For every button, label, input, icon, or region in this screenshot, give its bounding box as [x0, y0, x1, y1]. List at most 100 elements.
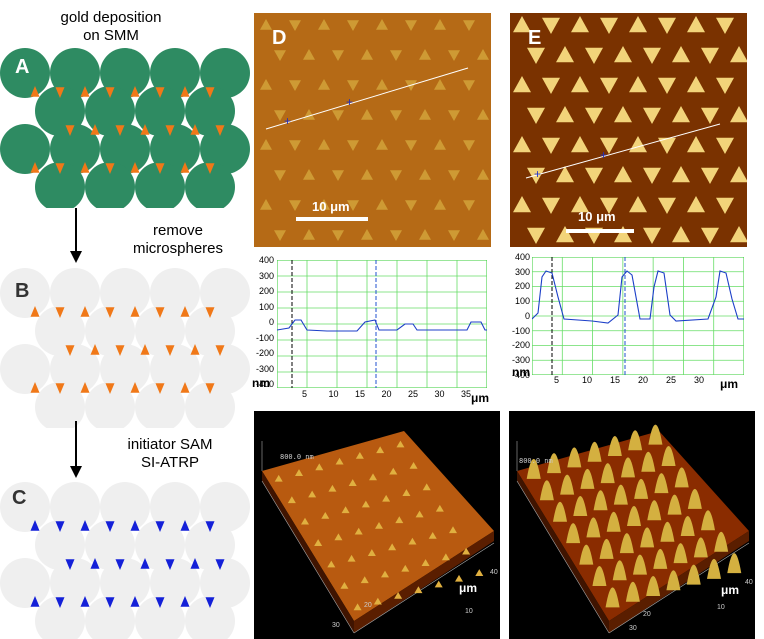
- afm-feature: [556, 166, 574, 183]
- 3d-d-feature: [409, 462, 418, 469]
- afm-feature: [376, 79, 388, 90]
- 3d-d-feature: [395, 516, 404, 524]
- afm-feature: [542, 77, 560, 94]
- afm-feature: [556, 226, 574, 243]
- 3d-e-peak: [613, 484, 628, 505]
- afm-feature: [274, 230, 286, 241]
- c-tip: [215, 559, 225, 570]
- 3d-d-feature: [321, 512, 330, 519]
- 3d-e-peak: [607, 436, 622, 456]
- b-sphere: [135, 306, 185, 356]
- profile-e-ytick: -100: [511, 325, 530, 336]
- a-tip: [80, 86, 90, 97]
- a-sphere: [50, 48, 100, 98]
- b-tip: [30, 382, 40, 393]
- profile-e-ytick: 100: [514, 296, 530, 307]
- afm-feature: [687, 16, 705, 33]
- profile-e-ylabel: nm: [512, 365, 530, 379]
- 3d-d-feature: [348, 479, 357, 486]
- profile-d-xtick: 25: [408, 389, 419, 399]
- 3d-e-peak: [586, 517, 601, 538]
- scalebar-d-label: 10 μm: [312, 199, 350, 214]
- afm-feature: [585, 47, 603, 64]
- 3d-e-peak: [573, 496, 588, 516]
- afm-feature: [376, 199, 388, 210]
- b-sphere: [85, 306, 135, 356]
- c-tip: [55, 597, 65, 608]
- afm-feature: [361, 49, 373, 60]
- afm-feature: [716, 137, 734, 154]
- afm-feature: [434, 199, 446, 210]
- c-sphere: [150, 482, 200, 532]
- afm-feature: [405, 200, 417, 211]
- profile-d-ytick: 300: [258, 270, 274, 281]
- profile-e-xtick: 20: [638, 375, 649, 385]
- afm-3d-view-d-canvas: [261, 431, 495, 634]
- afm-feature: [513, 136, 531, 153]
- schematic-a-gold-deposition: [0, 48, 250, 208]
- 3d-e-peak: [580, 468, 595, 489]
- 3d-e-zlabel: 800.0 nm: [519, 457, 553, 465]
- 3d-d-feature: [389, 467, 398, 475]
- afm-feature: [672, 166, 690, 183]
- b-tip: [205, 307, 215, 318]
- 3d-d-feature: [334, 533, 343, 541]
- a-tip: [205, 87, 215, 98]
- afm-feature: [513, 196, 531, 213]
- c-sphere: [50, 558, 100, 608]
- a-sphere: [50, 124, 100, 174]
- afm-feature: [730, 226, 747, 243]
- a-tip: [80, 162, 90, 173]
- panel-label-c: C: [12, 487, 27, 509]
- 3d-e-peak: [634, 478, 649, 499]
- 3d-d-feature: [341, 506, 350, 514]
- afm-feature: [730, 166, 747, 183]
- 3d-e-peak: [593, 490, 608, 511]
- afm-feature: [376, 19, 388, 30]
- profile-e-ytick: -400: [511, 369, 530, 380]
- 3d-e-peak: [693, 537, 708, 558]
- 3d-e-peak: [612, 560, 627, 581]
- afm-feature: [701, 167, 719, 184]
- 3d-d-feature: [455, 574, 463, 582]
- afm-feature: [434, 19, 446, 30]
- 3d-e-peak: [661, 446, 676, 466]
- a-tip: [105, 87, 115, 98]
- a-tip: [205, 163, 215, 174]
- 3d-d-yaxis: [261, 480, 355, 634]
- b-tip: [65, 345, 75, 356]
- 3d-e-tick-40: 40: [745, 579, 753, 586]
- a-sphere: [0, 124, 50, 174]
- profile-e-xtick: 5: [554, 375, 560, 385]
- 3d-e-peak: [653, 548, 668, 569]
- a-sphere: [85, 162, 135, 208]
- 3d-d-feature: [375, 522, 383, 529]
- a-tip: [165, 125, 175, 136]
- 3d-e-peak: [566, 523, 581, 544]
- afm-feature: [658, 77, 676, 94]
- afm-feature: [318, 199, 330, 210]
- 3d-d-tick-20: 20: [364, 602, 372, 609]
- 3d-e-tick-10: 10: [717, 604, 725, 611]
- step1-line1: gold deposition: [60, 9, 162, 26]
- b-sphere: [35, 306, 85, 356]
- profile-e-ytick: 0: [524, 310, 530, 321]
- b-sphere: [50, 344, 100, 394]
- c-tip: [30, 596, 40, 607]
- b-tip: [105, 383, 115, 394]
- 3d-d-edge-right: [354, 531, 494, 633]
- afm-feature: [571, 136, 589, 153]
- b-tip: [90, 344, 100, 355]
- afm-feature: [419, 229, 431, 240]
- a-sphere: [35, 86, 85, 136]
- afm-image-d-canvas: ++: [260, 19, 489, 241]
- profile-d-xtick: 15: [355, 389, 366, 399]
- schematic-b-remove-microspheres: [0, 268, 250, 428]
- step2-line1: remove: [152, 222, 204, 239]
- panel-label-d: D: [272, 27, 287, 49]
- a-tip: [140, 124, 150, 135]
- afm-feature: [303, 169, 315, 180]
- 3d-d-feature: [287, 496, 296, 504]
- 3d-d-feature: [361, 500, 370, 508]
- afm-feature: [527, 227, 545, 244]
